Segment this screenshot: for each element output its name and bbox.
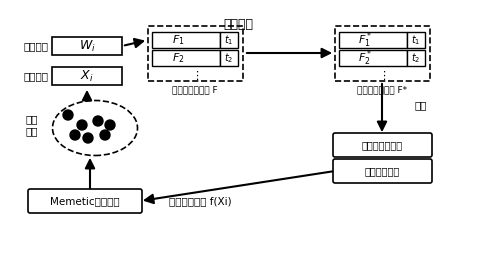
Circle shape — [93, 116, 103, 126]
Circle shape — [70, 130, 80, 140]
Text: $F^*_1$: $F^*_1$ — [358, 30, 372, 50]
Text: $t_2$: $t_2$ — [224, 51, 234, 65]
Text: 进化个体: 进化个体 — [23, 71, 48, 81]
Text: 选择矢量: 选择矢量 — [23, 41, 48, 51]
Text: $\vdots$: $\vdots$ — [378, 69, 386, 82]
Text: Memetic算法优化: Memetic算法优化 — [50, 196, 120, 206]
Text: 适应度函数值 f(Xi): 适应度函数值 f(Xi) — [169, 196, 231, 206]
Text: $t_1$: $t_1$ — [411, 33, 421, 47]
Circle shape — [77, 120, 87, 130]
FancyBboxPatch shape — [333, 159, 432, 183]
Circle shape — [83, 133, 93, 143]
Text: 心电信号数据集 F: 心电信号数据集 F — [172, 85, 218, 94]
Text: 特征选择: 特征选择 — [223, 18, 253, 31]
Text: 稀疏代价函数: 稀疏代价函数 — [364, 166, 400, 176]
Circle shape — [63, 110, 73, 120]
Text: $F^*_2$: $F^*_2$ — [358, 48, 372, 68]
Text: $W_i$: $W_i$ — [78, 38, 96, 54]
Bar — [220, 50, 238, 66]
Bar — [339, 32, 407, 48]
Text: $F_1$: $F_1$ — [172, 33, 185, 47]
Bar — [407, 50, 425, 66]
Circle shape — [105, 120, 115, 130]
Bar — [152, 50, 220, 66]
Bar — [335, 26, 430, 81]
FancyBboxPatch shape — [333, 133, 432, 157]
Bar — [52, 67, 122, 85]
Bar — [339, 50, 407, 66]
Bar — [148, 26, 243, 81]
Text: 训练: 训练 — [415, 100, 427, 110]
FancyBboxPatch shape — [28, 189, 142, 213]
Bar — [52, 37, 122, 55]
Ellipse shape — [53, 100, 138, 156]
Text: $\vdots$: $\vdots$ — [191, 69, 199, 82]
Text: $F_2$: $F_2$ — [172, 51, 185, 65]
Bar — [407, 32, 425, 48]
Text: 分类／回归算法: 分类／回归算法 — [361, 140, 402, 150]
Text: 进化
种群: 进化 种群 — [26, 114, 38, 136]
Bar — [220, 32, 238, 48]
Text: $t_2$: $t_2$ — [411, 51, 421, 65]
Circle shape — [100, 130, 110, 140]
Text: 特征选择数据集 F*: 特征选择数据集 F* — [357, 85, 407, 94]
Text: $t_1$: $t_1$ — [224, 33, 234, 47]
Text: $X_i$: $X_i$ — [80, 69, 94, 84]
Bar — [152, 32, 220, 48]
